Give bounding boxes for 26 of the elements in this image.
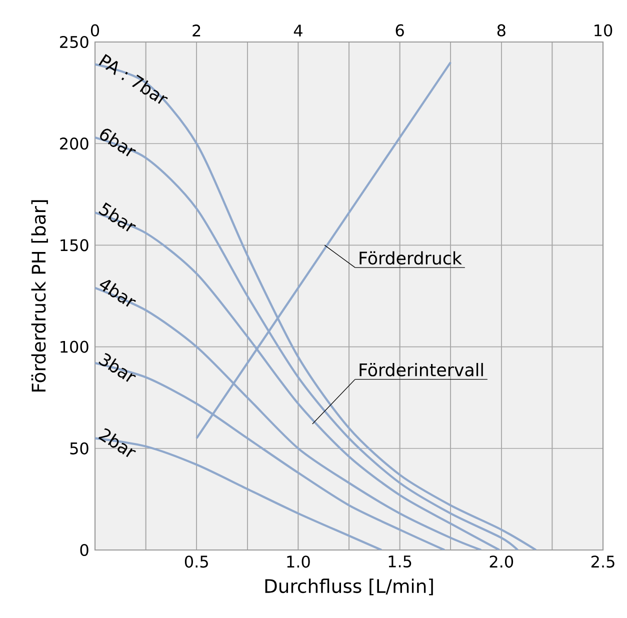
x-tick-label: 1.5 <box>388 556 412 568</box>
y-tick-label: 200 <box>60 138 88 150</box>
x2-tick-label: 2 <box>192 24 200 36</box>
y-tick-label: 50 <box>70 442 88 454</box>
text: 6bar <box>100 128 136 156</box>
y-tick-label: 0 <box>80 544 88 556</box>
x2-tick-label: 10 <box>594 24 612 36</box>
text: 4bar <box>100 280 136 307</box>
x-tick-label: 2.5 <box>591 556 614 568</box>
x-tick-label: 2.0 <box>490 556 514 568</box>
text: 2bar <box>98 428 136 458</box>
x2-tick-label: 0 <box>90 24 100 36</box>
annotation: Förderintervall <box>360 362 483 376</box>
x2-tick-label: 8 <box>497 24 506 36</box>
y-tick-label: 150 <box>60 239 88 252</box>
x2-tick-label: 4 <box>294 24 302 36</box>
text: 5bar <box>98 202 136 232</box>
x-tick-label: 0.5 <box>184 556 208 568</box>
x2-tick-label: 6 <box>396 24 404 36</box>
x-tick-label: 1.0 <box>287 556 310 568</box>
text: 3bar <box>98 352 136 382</box>
y-tick-label: 250 <box>60 36 88 48</box>
y-axis-title: Förderdruck PH [bar] <box>31 200 48 392</box>
annotation: Förderdruck <box>360 251 462 265</box>
y-tick-label: 100 <box>60 340 88 353</box>
x-axis-title: Durchfluss [L/min] <box>265 578 433 596</box>
